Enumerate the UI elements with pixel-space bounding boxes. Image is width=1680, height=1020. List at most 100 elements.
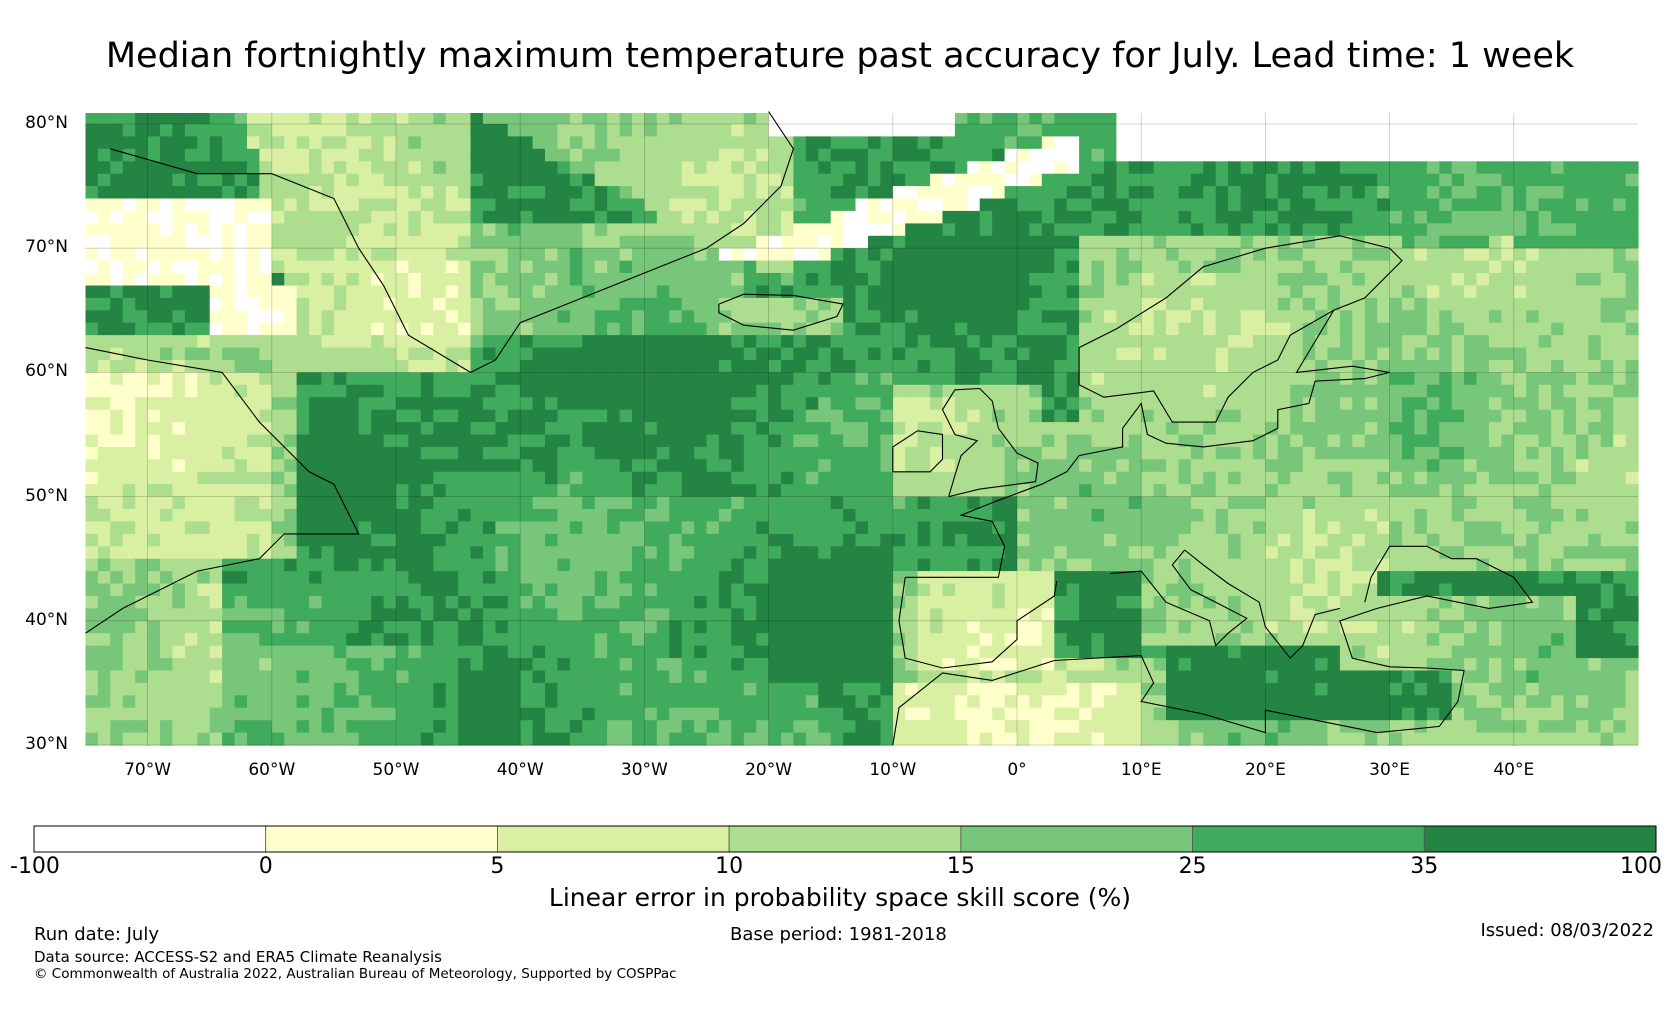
grid-cell xyxy=(1526,113,1540,125)
grid-cell xyxy=(731,446,745,460)
grid-cell xyxy=(383,173,397,187)
grid-cell xyxy=(1613,198,1627,212)
grid-cell xyxy=(855,223,869,237)
grid-cell xyxy=(694,459,708,473)
grid-cell xyxy=(1402,322,1415,336)
grid-cell xyxy=(160,347,173,361)
grid-cell xyxy=(383,471,397,485)
grid-cell xyxy=(1327,558,1341,572)
grid-cell xyxy=(868,509,881,522)
grid-cell xyxy=(1240,384,1254,398)
grid-cell xyxy=(85,384,99,398)
grid-cell xyxy=(644,409,658,423)
grid-cell xyxy=(420,113,434,125)
grid-cell xyxy=(1029,186,1043,200)
grid-cell xyxy=(545,335,558,349)
grid-cell xyxy=(234,546,248,560)
grid-cell xyxy=(160,434,173,448)
grid-cell xyxy=(1563,521,1577,535)
grid-cell xyxy=(1079,360,1093,373)
grid-cell xyxy=(892,285,906,299)
grid-cell xyxy=(1451,558,1465,572)
grid-cell xyxy=(1476,210,1490,224)
grid-cell xyxy=(470,113,484,125)
grid-cell xyxy=(1451,509,1465,522)
grid-cell xyxy=(967,136,981,150)
grid-cell xyxy=(184,136,198,150)
grid-cell xyxy=(1600,471,1614,485)
grid-cell xyxy=(756,546,770,560)
grid-cell xyxy=(569,347,583,361)
grid-cell xyxy=(271,198,285,212)
grid-cell xyxy=(321,285,335,299)
grid-cell xyxy=(135,558,149,572)
grid-cell xyxy=(1426,484,1440,498)
grid-cell xyxy=(1588,434,1602,448)
grid-cell xyxy=(594,113,608,125)
grid-cell xyxy=(1451,571,1465,585)
grid-cell xyxy=(1215,496,1229,510)
grid-cell xyxy=(1091,546,1105,560)
grid-cell xyxy=(1017,322,1030,336)
grid-cell xyxy=(1265,558,1279,572)
grid-cell xyxy=(458,198,472,212)
grid-cell xyxy=(1054,235,1068,249)
grid-cell xyxy=(1625,422,1639,436)
grid-cell xyxy=(160,273,173,286)
grid-cell xyxy=(656,124,670,137)
grid-cell xyxy=(656,471,670,485)
grid-cell xyxy=(222,198,236,212)
grid-cell xyxy=(1476,496,1490,510)
grid-cell xyxy=(768,533,782,547)
grid-cell xyxy=(408,484,422,498)
grid-cell xyxy=(1414,223,1428,237)
grid-cell xyxy=(619,285,633,299)
grid-cell xyxy=(532,571,546,585)
grid-cell xyxy=(259,360,273,373)
grid-cell xyxy=(147,186,161,200)
grid-cell xyxy=(619,409,633,423)
grid-cell xyxy=(768,113,782,125)
grid-cell xyxy=(731,273,745,286)
grid-cell xyxy=(1178,186,1192,200)
grid-cell xyxy=(458,596,472,609)
grid-cell xyxy=(1600,571,1614,585)
grid-cell xyxy=(396,198,409,212)
grid-cell xyxy=(110,210,124,224)
grid-cell xyxy=(1464,124,1478,137)
grid-cell xyxy=(1017,446,1030,460)
grid-cell xyxy=(545,360,558,373)
grid-cell xyxy=(1190,260,1204,274)
grid-cell xyxy=(495,384,509,398)
grid-cell xyxy=(805,446,819,460)
grid-cell xyxy=(1166,273,1179,286)
grid-cell xyxy=(482,521,496,535)
grid-cell xyxy=(1339,347,1353,361)
grid-cell xyxy=(445,310,459,324)
grid-cell xyxy=(892,297,906,311)
grid-cell xyxy=(1190,372,1204,386)
grid-cell xyxy=(1091,434,1105,448)
grid-cell xyxy=(1352,384,1366,398)
grid-cell xyxy=(97,285,111,299)
grid-cell xyxy=(1178,546,1192,560)
grid-cell xyxy=(681,558,695,572)
grid-cell xyxy=(868,484,881,498)
grid-cell xyxy=(1302,223,1316,237)
grid-cell xyxy=(1414,471,1428,485)
grid-cell xyxy=(892,124,906,137)
grid-cell xyxy=(1414,198,1428,212)
grid-cell xyxy=(433,310,447,324)
grid-cell xyxy=(855,173,869,187)
grid-cell xyxy=(284,459,298,473)
grid-cell xyxy=(905,136,919,150)
grid-cell xyxy=(1017,384,1030,398)
grid-cell xyxy=(843,136,857,150)
grid-cell xyxy=(1240,285,1254,299)
grid-cell xyxy=(1203,124,1217,137)
grid-cell xyxy=(296,335,310,349)
grid-cell xyxy=(756,384,770,398)
grid-cell xyxy=(97,223,111,237)
grid-cell xyxy=(619,322,633,336)
grid-cell xyxy=(954,260,968,274)
